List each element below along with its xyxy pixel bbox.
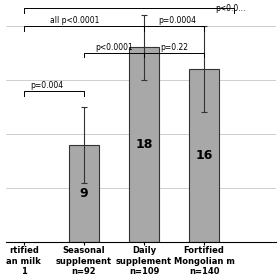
Text: 9: 9 — [80, 187, 88, 200]
Text: p=0.22: p=0.22 — [160, 43, 188, 52]
Text: 18: 18 — [135, 138, 153, 151]
Bar — [69, 145, 99, 242]
Text: p=0.004: p=0.004 — [30, 81, 63, 90]
Text: p<0.0001: p<0.0001 — [95, 43, 133, 52]
Bar — [189, 69, 219, 242]
Bar — [129, 47, 159, 242]
Text: p<0.0...: p<0.0... — [215, 4, 245, 13]
Text: all p<0.0001: all p<0.0001 — [50, 16, 100, 25]
Text: 16: 16 — [195, 149, 213, 162]
Text: p=0.0004: p=0.0004 — [158, 16, 196, 25]
